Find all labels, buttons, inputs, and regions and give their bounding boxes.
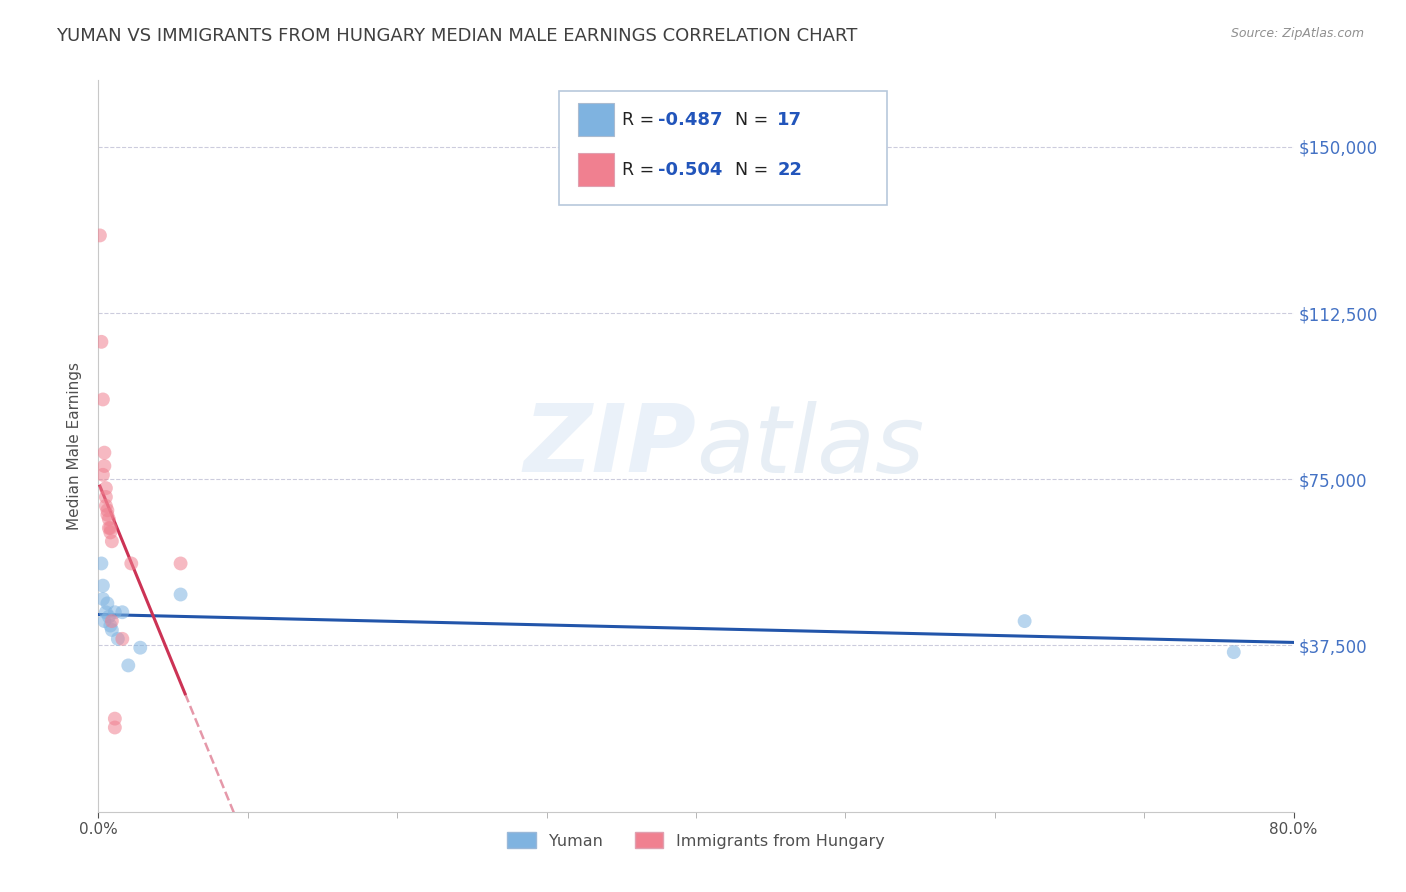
Point (101, 623, 124, 637)
Point (104, 721, 127, 735)
Point (107, 632, 129, 646)
Point (117, 658, 139, 673)
Text: R =: R = (621, 112, 659, 129)
Point (96, 508, 118, 522)
Point (97, 512, 120, 526)
Text: ZIP: ZIP (523, 400, 696, 492)
Text: N =: N = (735, 161, 775, 179)
Point (98, 521, 122, 535)
Text: 17: 17 (778, 112, 803, 129)
FancyBboxPatch shape (578, 103, 613, 136)
Point (93, 458, 115, 473)
Point (93, 614, 115, 628)
Point (1014, 614, 1036, 628)
Text: -0.487: -0.487 (658, 112, 723, 129)
Point (1223, 645, 1246, 659)
Text: N =: N = (735, 112, 775, 129)
Point (129, 640, 152, 655)
Text: -0.504: -0.504 (658, 161, 723, 179)
FancyBboxPatch shape (558, 91, 887, 204)
FancyBboxPatch shape (578, 153, 613, 186)
Point (91, 392, 114, 407)
Text: R =: R = (621, 161, 659, 179)
Point (96, 596, 118, 610)
Point (93, 445, 115, 459)
Point (111, 605, 134, 619)
Point (97, 609, 120, 624)
Point (91, 591, 114, 606)
Point (89, 228, 111, 243)
Point (104, 712, 127, 726)
Point (94, 481, 117, 495)
Point (101, 614, 124, 628)
Point (94, 605, 117, 619)
Point (101, 534, 124, 549)
Point (90, 334, 112, 349)
Point (94, 490, 117, 504)
Point (91, 579, 114, 593)
Point (104, 605, 127, 619)
Point (94, 499, 117, 513)
Text: YUMAN VS IMMIGRANTS FROM HUNGARY MEDIAN MALE EARNINGS CORRELATION CHART: YUMAN VS IMMIGRANTS FROM HUNGARY MEDIAN … (56, 27, 858, 45)
Text: Source: ZipAtlas.com: Source: ZipAtlas.com (1230, 27, 1364, 40)
Point (98, 618, 122, 632)
Point (96, 503, 118, 517)
Point (97, 521, 120, 535)
Y-axis label: Median Male Earnings: Median Male Earnings (67, 362, 83, 530)
Point (169, 587, 191, 601)
Point (169, 557, 191, 571)
Point (120, 557, 142, 571)
Point (90, 557, 112, 571)
Point (98, 525, 122, 540)
Legend: Yuman, Immigrants from Hungary: Yuman, Immigrants from Hungary (501, 826, 891, 855)
Text: atlas: atlas (696, 401, 924, 491)
Text: 22: 22 (778, 161, 803, 179)
Point (111, 632, 134, 646)
Point (91, 467, 114, 482)
